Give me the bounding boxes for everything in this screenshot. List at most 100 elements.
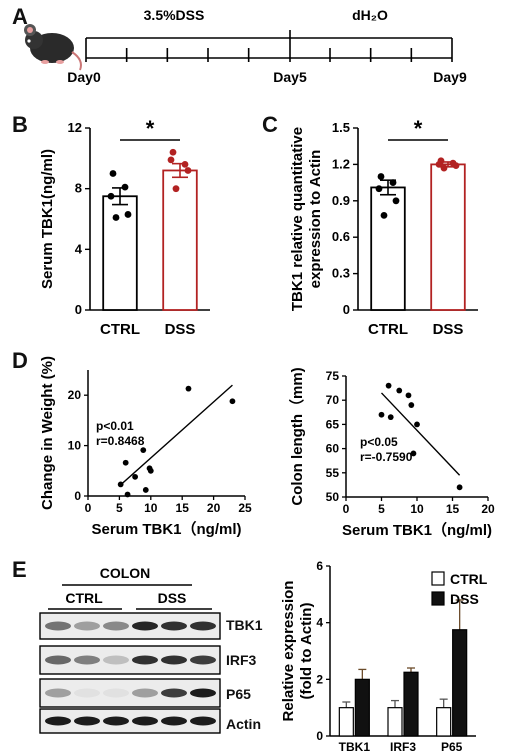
data-point	[380, 211, 388, 219]
blot-band	[132, 655, 158, 665]
bar-ctrl-p65	[436, 707, 452, 737]
x-tick-label: DSS	[165, 321, 196, 338]
data-point	[414, 421, 420, 428]
stat-r-value: r=0.8468	[96, 434, 145, 448]
x-tick-label: 5	[378, 502, 385, 516]
bar-ctrl-irf3	[387, 707, 403, 737]
panel-letter-e: E	[12, 557, 27, 582]
blot-band	[161, 688, 187, 698]
y-axis-label-line1: Relative expression	[280, 581, 297, 722]
data-point	[172, 185, 180, 193]
x-tick-label: 0	[343, 502, 350, 516]
data-point	[132, 473, 139, 480]
y-tick-label: 1.2	[332, 156, 350, 171]
stat-p-value: p<0.05	[360, 435, 398, 449]
y-tick-label: 0.3	[332, 266, 350, 281]
y-tick-label: 65	[326, 417, 340, 431]
data-point	[375, 185, 383, 193]
data-point	[142, 487, 149, 493]
blot-group-ctrl: CTRL	[65, 590, 103, 606]
data-point	[452, 162, 460, 170]
x-axis-label: Serum TBK1（ng/ml)	[342, 521, 492, 539]
data-point	[387, 414, 394, 421]
blot-band	[190, 621, 216, 631]
y-tick-label: 20	[68, 388, 82, 402]
x-tick-label: TBK1	[339, 740, 371, 754]
x-tick-label: 0	[85, 501, 92, 515]
data-point	[377, 173, 385, 180]
blot-band	[45, 688, 71, 698]
y-axis-label-line1: TBK1 relative quantitative	[289, 127, 306, 311]
x-tick-label: 5	[116, 501, 123, 515]
blot-band	[74, 716, 100, 726]
data-point	[181, 161, 189, 168]
y-tick-label: 50	[326, 490, 340, 504]
x-axis-label: Serum TBK1（ng/ml)	[91, 520, 241, 538]
data-point	[121, 183, 129, 191]
blot-band	[161, 621, 187, 631]
data-point	[112, 214, 120, 221]
y-tick-label: 12	[68, 120, 82, 135]
x-tick-label: 15	[176, 501, 190, 515]
data-point	[169, 148, 177, 156]
y-tick-label: 1.5	[332, 120, 350, 135]
panel-letter-b: B	[12, 112, 28, 137]
y-tick-label: 70	[326, 393, 340, 407]
y-axis-label: Colon length（mm)	[288, 367, 306, 505]
bar-dss	[430, 163, 466, 311]
regression-line	[380, 392, 461, 476]
x-tick-label: 20	[207, 501, 221, 515]
data-point	[410, 450, 417, 457]
y-tick-label: 0	[75, 302, 82, 317]
blot-band	[190, 655, 216, 665]
y-axis-label-line2: (fold to Actin)	[298, 603, 315, 700]
bar-ctrl-tbk1	[338, 707, 354, 737]
blot-band	[103, 688, 129, 698]
blot-band	[132, 688, 158, 698]
panel-letter-c: C	[262, 112, 278, 137]
blot-band	[45, 716, 71, 726]
blot-band	[161, 655, 187, 665]
x-tick-label: DSS	[433, 321, 464, 338]
y-tick-label: 55	[326, 466, 340, 480]
data-point	[229, 398, 236, 405]
y-tick-label: 0.9	[332, 193, 350, 208]
y-tick-label: 2	[316, 672, 323, 686]
blot-tissue-label: COLON	[100, 565, 151, 581]
y-tick-label: 4	[75, 241, 83, 256]
data-point	[124, 211, 132, 218]
blot-band	[132, 621, 158, 631]
data-point	[107, 192, 115, 200]
x-tick-label: 10	[144, 501, 158, 515]
data-point	[122, 459, 129, 466]
blot-band	[45, 655, 71, 665]
data-point	[147, 467, 154, 474]
blot-label-actin: Actin	[226, 716, 261, 732]
x-tick-label: 25	[238, 501, 252, 515]
data-point	[109, 170, 117, 177]
blot-band	[74, 655, 100, 665]
data-point	[440, 164, 448, 172]
panel-letter-a: A	[12, 4, 28, 29]
blot-band	[190, 716, 216, 726]
x-tick-label: CTRL	[368, 321, 408, 338]
blot-band	[103, 716, 129, 726]
bar-dss-irf3	[403, 671, 419, 737]
x-tick-label: 10	[410, 502, 424, 516]
blot-band	[132, 716, 158, 726]
panel-letter-d: D	[12, 348, 28, 373]
x-tick-label: CTRL	[100, 321, 140, 338]
data-point	[185, 385, 192, 392]
blot-band	[161, 716, 187, 726]
phase-label-water: dH₂O	[352, 7, 388, 23]
blot-row-p65	[39, 678, 221, 708]
legend-label-dss: DSS	[450, 591, 479, 607]
regression-line	[118, 384, 233, 487]
y-axis-label: Serum TBK1(ng/ml)	[39, 149, 56, 289]
day-label-0: Day0	[67, 69, 101, 85]
y-axis-label: Change in Weight (%)	[39, 356, 56, 510]
